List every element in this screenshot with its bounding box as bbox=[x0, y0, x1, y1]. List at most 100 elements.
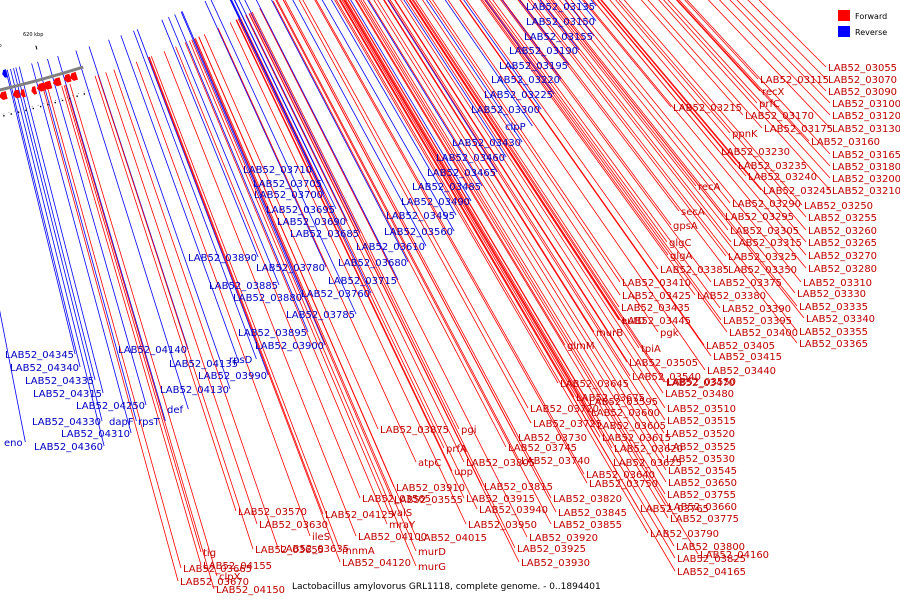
leader-line-forward bbox=[198, 36, 417, 538]
leader-line-forward bbox=[236, 19, 453, 472]
gene-label-forward: LAB52_03520 bbox=[666, 429, 735, 440]
gene-label-forward: eutD bbox=[621, 316, 645, 327]
leader-line-forward bbox=[276, 0, 520, 461]
scale-dot bbox=[10, 113, 12, 115]
leader-line-reverse bbox=[230, 0, 325, 195]
gene-label-forward: LAB52_03250 bbox=[804, 201, 873, 212]
leader-line-forward bbox=[343, 0, 596, 426]
gene-label-forward: LAB52_03055 bbox=[828, 63, 897, 74]
leader-line-forward bbox=[597, 0, 747, 177]
leader-line-forward bbox=[409, 0, 640, 349]
gene-label-forward: LAB52_03555 bbox=[394, 495, 463, 506]
gene-label-reverse: LAB52_03560 bbox=[384, 227, 453, 238]
gene-label-reverse: LAB52_03155 bbox=[524, 32, 593, 43]
gene-label-forward: LAB52_03920 bbox=[529, 533, 598, 544]
gene-label-forward: glgC bbox=[669, 238, 691, 249]
gene-label-forward: LAB52_03240 bbox=[748, 172, 817, 183]
gene-label-reverse: LAB52_04340 bbox=[10, 363, 79, 374]
leader-line-forward bbox=[545, 0, 729, 231]
scale-dot bbox=[32, 107, 35, 110]
gene-label-forward: LAB52_03540 bbox=[632, 372, 701, 383]
leader-line-forward bbox=[347, 0, 675, 547]
leader-line-reverse bbox=[13, 68, 103, 422]
gene-arrow bbox=[13, 89, 21, 99]
leader-line-reverse bbox=[18, 66, 104, 394]
leader-line-forward bbox=[432, 0, 659, 333]
gene-label-forward: LAB52_03070 bbox=[828, 75, 897, 86]
gene-arrows bbox=[0, 69, 78, 100]
scale-dot bbox=[61, 99, 64, 102]
gene-label-reverse: LAB52_03785 bbox=[286, 310, 355, 321]
gene-label-forward: LAB52_03725 bbox=[533, 419, 602, 430]
gene-label-forward: LAB52_03655 bbox=[255, 545, 324, 556]
leader-line-reverse bbox=[0, 310, 26, 443]
leader-line-forward bbox=[272, 0, 507, 448]
leader-line-forward bbox=[314, 0, 588, 484]
scale-dot bbox=[39, 105, 42, 108]
gene-label-forward: glgA bbox=[670, 251, 692, 262]
leader-line-forward bbox=[163, 50, 357, 537]
leader-line-reverse bbox=[321, 0, 455, 232]
gene-label-forward: mnmA bbox=[342, 546, 375, 557]
leader-line-forward bbox=[552, 0, 798, 307]
leader-line-reverse bbox=[292, 0, 427, 247]
gene-label-forward: LAB52_03740 bbox=[521, 456, 590, 467]
scale-dot bbox=[83, 93, 86, 95]
gene-label-forward: LAB52_03395 bbox=[723, 316, 792, 327]
gene-arrow bbox=[63, 73, 72, 83]
leader-line-reverse bbox=[271, 0, 409, 263]
leader-line-forward bbox=[368, 0, 667, 483]
gene-label-forward: clpX bbox=[219, 572, 241, 583]
gene-label-forward: ileS bbox=[312, 532, 330, 543]
gene-label-forward: LAB52_04160 bbox=[700, 550, 769, 561]
gene-label-forward: LAB52_03615 bbox=[602, 433, 671, 444]
leader-line-reverse bbox=[539, 0, 580, 51]
gene-label-forward: LAB52_03660 bbox=[668, 502, 737, 513]
leader-line-reverse bbox=[15, 67, 96, 381]
leader-line-forward bbox=[623, 0, 803, 206]
gene-label-reverse: LAB52_03710 bbox=[243, 165, 312, 176]
leader-line-forward bbox=[592, 0, 807, 256]
gene-label-reverse: clpP bbox=[505, 122, 526, 133]
leader-line-forward bbox=[502, 0, 672, 226]
gene-label-reverse: LAB52_03900 bbox=[255, 341, 324, 352]
gene-label-forward: LAB52_03910 bbox=[396, 483, 465, 494]
scale-dot bbox=[76, 95, 78, 97]
gene-label-reverse: rpsT bbox=[138, 417, 161, 428]
gene-label-forward: glmM bbox=[567, 341, 595, 352]
gene-label-reverse: LAB52_03895 bbox=[238, 328, 307, 339]
leader-line-reverse bbox=[484, 0, 555, 95]
leader-line-forward bbox=[343, 0, 676, 559]
leader-line-forward bbox=[334, 0, 559, 384]
scale-dot bbox=[3, 115, 5, 117]
gene-label-forward: LAB52_03245 bbox=[763, 186, 832, 197]
gene-label-forward: LAB52_03385 bbox=[660, 265, 729, 276]
leader-line-forward bbox=[667, 0, 831, 179]
leader-line-forward bbox=[758, 0, 827, 68]
gene-label-forward: gpsA bbox=[673, 221, 698, 232]
leader-line-forward bbox=[686, 0, 831, 155]
leader-line-forward bbox=[302, 0, 529, 409]
leader-line-reverse bbox=[133, 30, 257, 360]
gene-label-reverse: LAB52_03780 bbox=[256, 263, 325, 274]
leader-line-forward bbox=[486, 0, 722, 321]
leader-line-forward bbox=[465, 0, 659, 270]
leader-line-reverse bbox=[180, 11, 304, 298]
leader-line-forward bbox=[412, 0, 666, 382]
leader-line-forward bbox=[459, 0, 705, 346]
gene-label-reverse: LAB52_03150 bbox=[526, 17, 595, 28]
gene-label-reverse: LAB52_03880 bbox=[233, 293, 302, 304]
gene-label-forward: LAB52_03265 bbox=[808, 238, 877, 249]
gene-label-forward: LAB52_03325 bbox=[728, 252, 797, 263]
leader-line-forward bbox=[275, 0, 552, 525]
gene-label-forward: prfA bbox=[446, 444, 467, 455]
leader-line-reverse bbox=[444, 0, 533, 127]
leader-line-forward bbox=[341, 0, 601, 438]
gene-label-forward: LAB52_03210 bbox=[832, 186, 900, 197]
gene-label-forward: LAB52_03650 bbox=[668, 478, 737, 489]
legend-reverse-swatch bbox=[838, 26, 850, 37]
leader-line-forward bbox=[428, 0, 621, 283]
gene-label-forward: LAB52_03805 bbox=[466, 458, 535, 469]
gene-label-reverse: LAB52_03705 bbox=[253, 179, 322, 190]
